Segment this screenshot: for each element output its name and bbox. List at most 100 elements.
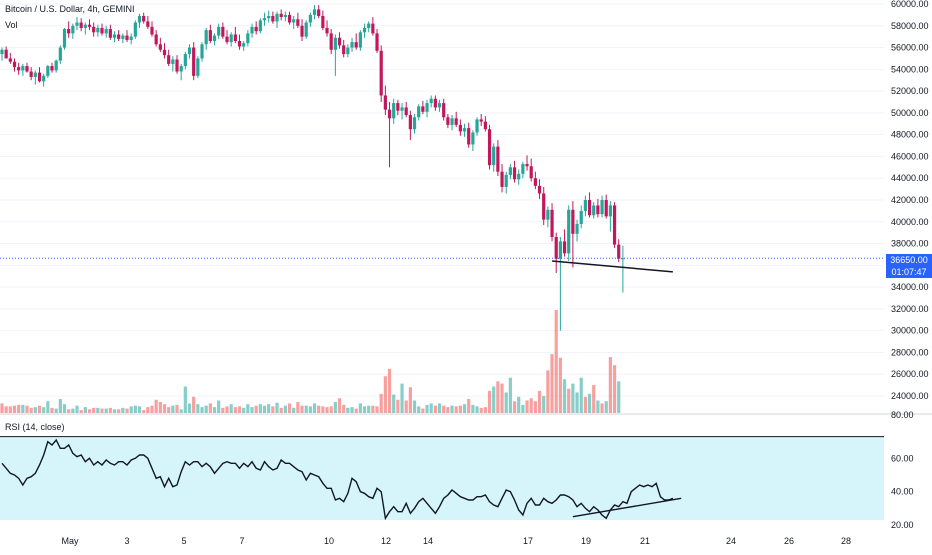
candle-body — [283, 14, 287, 18]
volume-bar — [137, 406, 142, 413]
volume-bar — [67, 409, 71, 413]
candle-body — [292, 19, 296, 23]
candle-body — [162, 49, 167, 56]
volume-bar — [167, 407, 171, 413]
candle-body — [346, 47, 350, 55]
volume-bar — [229, 404, 233, 413]
candle-body — [146, 21, 150, 27]
volume-bar — [546, 370, 550, 413]
price-tick-label: 50000.00 — [891, 108, 929, 118]
candle-body — [92, 26, 96, 33]
price-tick-label: 56000.00 — [891, 43, 929, 53]
candle-body — [333, 37, 337, 50]
volume-bar — [421, 408, 425, 413]
candle-body — [37, 72, 42, 82]
candle-body — [296, 19, 300, 26]
volume-bar — [375, 406, 379, 413]
volume-bar — [162, 404, 167, 413]
price-tick-label: 52000.00 — [891, 86, 929, 96]
volume-bar — [71, 408, 75, 413]
candle-body — [546, 209, 550, 220]
candle-body — [137, 15, 142, 23]
candle-body — [225, 36, 229, 43]
candle-body — [208, 30, 212, 42]
candle-body — [96, 27, 100, 33]
price-tick-label: 24000.00 — [891, 391, 929, 401]
candle-body — [71, 25, 75, 34]
candle-body — [421, 106, 425, 112]
volume-bar — [183, 386, 187, 413]
candle-body — [321, 15, 325, 28]
candle-body — [217, 26, 221, 36]
candle-body — [171, 59, 175, 64]
candle-body — [529, 166, 533, 179]
volume-bar — [537, 390, 542, 413]
volume-bar — [471, 404, 475, 413]
candle-body — [58, 47, 62, 61]
volume-bar — [496, 381, 500, 413]
volume-bar — [117, 409, 121, 413]
volume-bar — [450, 405, 454, 413]
candle-body — [537, 185, 542, 194]
candle-body — [175, 59, 179, 72]
volume-bar — [600, 403, 604, 413]
candle-body — [212, 35, 217, 42]
volume-bar — [175, 404, 179, 413]
volume-bar — [617, 381, 621, 413]
candle-body — [592, 205, 596, 216]
volume-bar — [100, 408, 104, 413]
volume-bar — [108, 407, 112, 413]
candle-body — [533, 178, 537, 186]
candle-body — [258, 20, 262, 32]
candle-body — [46, 66, 50, 76]
candle-body — [54, 60, 58, 71]
price-tick-label: 38000.00 — [891, 239, 929, 249]
candle-body — [467, 128, 471, 145]
candle-body — [417, 106, 421, 118]
price-tick-label: 26000.00 — [891, 369, 929, 379]
candle-body — [562, 241, 567, 254]
volume-bar — [129, 406, 133, 413]
price-tick-label: 40000.00 — [891, 217, 929, 227]
volume-bar — [75, 405, 79, 413]
volume-bar — [512, 401, 517, 413]
volume-bar — [342, 404, 346, 413]
price-tick-label: 42000.00 — [891, 195, 929, 205]
candle-body — [117, 34, 121, 39]
countdown-tag: 01:07:47 — [886, 266, 932, 278]
volume-bar — [412, 400, 417, 413]
candle-body — [183, 54, 187, 67]
time-tick-label: 14 — [423, 536, 433, 546]
volume-bar — [87, 409, 92, 413]
volume-bar — [487, 390, 492, 413]
candle-body — [542, 193, 546, 220]
candle-body — [517, 173, 521, 180]
candle-body — [387, 109, 392, 119]
volume-bar — [525, 400, 529, 413]
volume-bar — [192, 396, 196, 413]
volume-bar — [592, 385, 596, 413]
candle-body — [433, 98, 437, 108]
volume-bar — [350, 407, 354, 413]
candle-body — [571, 209, 575, 234]
volume-bar — [454, 406, 458, 413]
candle-body — [62, 29, 67, 48]
candle-body — [458, 124, 462, 132]
candle-body — [400, 107, 404, 111]
volume-bar — [12, 405, 17, 413]
candle-body — [275, 13, 279, 22]
candle-body — [575, 223, 579, 234]
volume-bar — [608, 357, 612, 413]
time-tick-label: 26 — [784, 536, 794, 546]
volume-bar — [171, 405, 175, 413]
volume-bar — [54, 408, 58, 413]
candle-body — [483, 121, 487, 130]
price-tick-label: 34000.00 — [891, 282, 929, 292]
volume-bar — [104, 408, 108, 413]
rsi-tick-label: 60.00 — [891, 453, 914, 463]
volume-bar — [262, 405, 267, 413]
volume-bar — [346, 407, 350, 413]
price-tick-label: 28000.00 — [891, 347, 929, 357]
candle-body — [42, 75, 46, 82]
